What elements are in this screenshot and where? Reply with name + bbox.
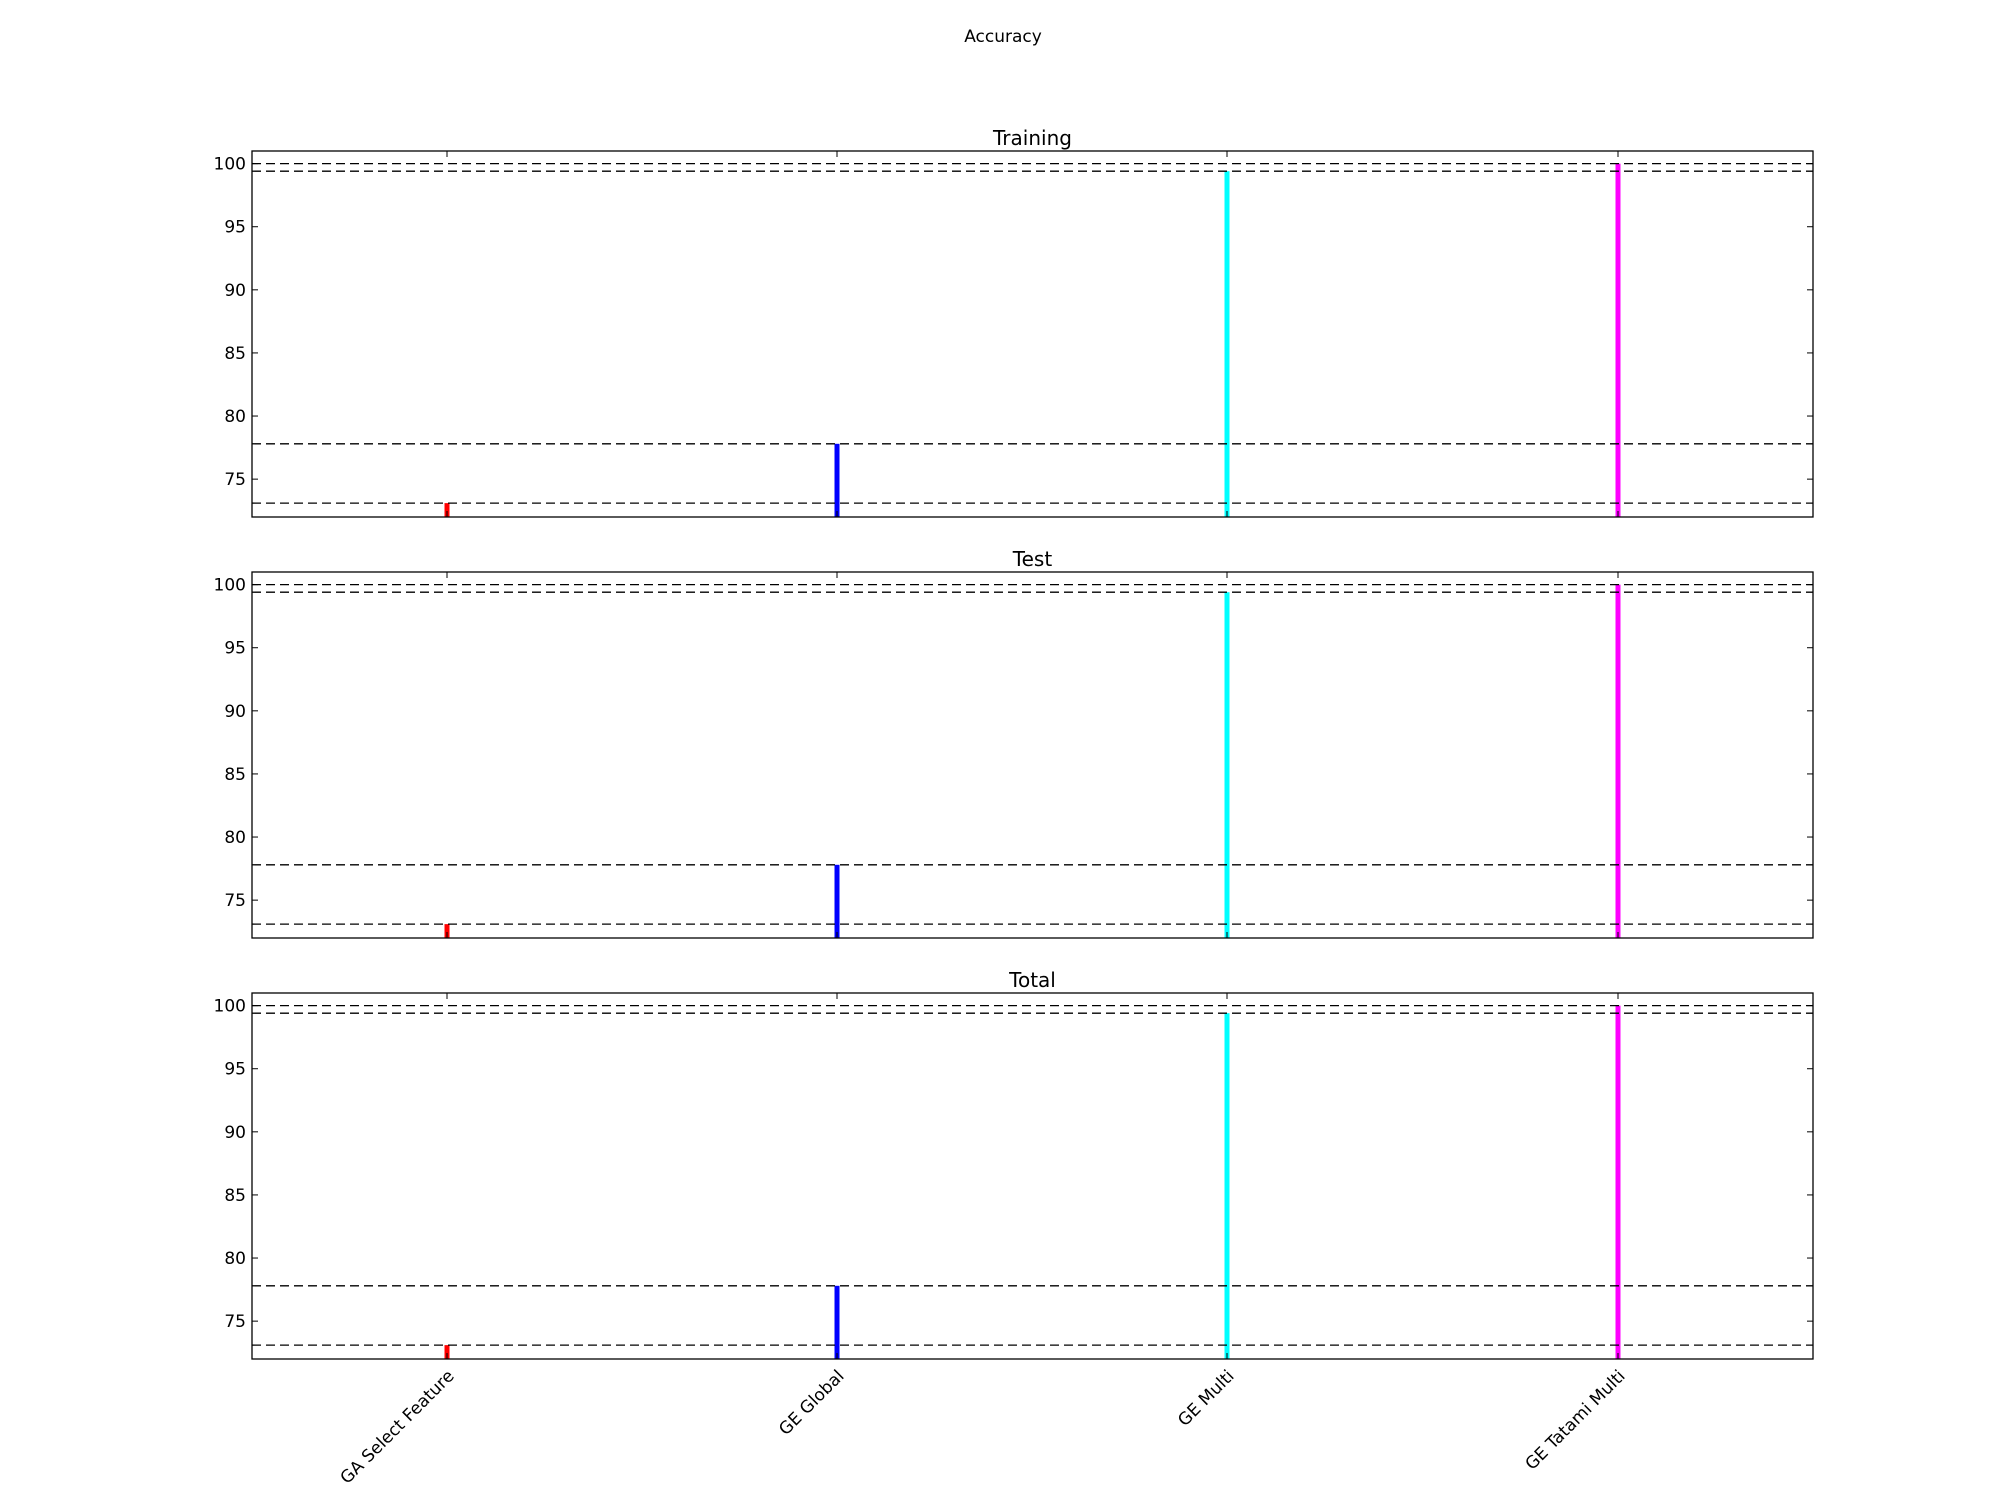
bar-test-4 — [1615, 584, 1621, 938]
panel-test: Test 75 80 85 90 95 100 — [214, 547, 1814, 939]
y-tick-label-test-75: 75 — [224, 891, 246, 911]
bar-total-2 — [834, 1285, 840, 1359]
figure-suptitle: Accuracy — [964, 27, 1042, 47]
bar-training-2 — [834, 443, 840, 517]
panel-title-total: Total — [1008, 968, 1056, 992]
y-tick-label-total-75: 75 — [224, 1312, 246, 1332]
axes-frame-test — [251, 571, 1814, 939]
y-tick-label-test-80: 80 — [224, 828, 246, 848]
bar-total-1 — [444, 1345, 450, 1359]
y-tick-label-test-90: 90 — [224, 702, 246, 722]
bar-training-3 — [1224, 171, 1230, 517]
y-tick-label-training-85: 85 — [224, 344, 246, 364]
y-tick-label-total-85: 85 — [224, 1186, 246, 1206]
y-tick-label-test-85: 85 — [224, 765, 246, 785]
panel-title-test: Test — [1012, 547, 1053, 571]
y-tick-label-training-90: 90 — [224, 281, 246, 301]
panel-total: Total 75 80 85 90 95 100 GA Select Feature GE Gl… — [214, 968, 1814, 1488]
axes-frame-total — [251, 992, 1814, 1360]
y-tick-label-training-80: 80 — [224, 407, 246, 427]
y-tick-label-total-100: 100 — [214, 997, 246, 1017]
bar-total-4 — [1615, 1005, 1621, 1359]
y-tick-label-test-95: 95 — [224, 639, 246, 659]
panel-training: Training 75 80 85 90 95 100 — [214, 126, 1814, 518]
y-tick-label-total-80: 80 — [224, 1249, 246, 1269]
bar-training-1 — [444, 503, 450, 517]
y-tick-label-training-100: 100 — [214, 155, 246, 175]
axes-frame-training — [251, 150, 1814, 518]
y-tick-label-test-100: 100 — [214, 576, 246, 596]
bar-test-3 — [1224, 592, 1230, 938]
bar-test-2 — [834, 864, 840, 938]
bar-training-4 — [1615, 163, 1621, 517]
x-tick-label-ge-tatami-multi: GE Tatami Multi — [1522, 1366, 1630, 1474]
x-tick-label-ge-global: GE Global — [775, 1366, 848, 1439]
bar-total-3 — [1224, 1013, 1230, 1359]
bar-test-1 — [444, 924, 450, 938]
y-tick-label-training-75: 75 — [224, 470, 246, 490]
y-tick-label-total-90: 90 — [224, 1123, 246, 1143]
x-tick-label-ga-select-feature: GA Select Feature — [337, 1366, 459, 1488]
y-tick-label-training-95: 95 — [224, 218, 246, 238]
y-tick-label-total-95: 95 — [224, 1060, 246, 1080]
panel-title-training: Training — [992, 126, 1072, 150]
x-tick-label-ge-multi: GE Multi — [1174, 1366, 1238, 1430]
